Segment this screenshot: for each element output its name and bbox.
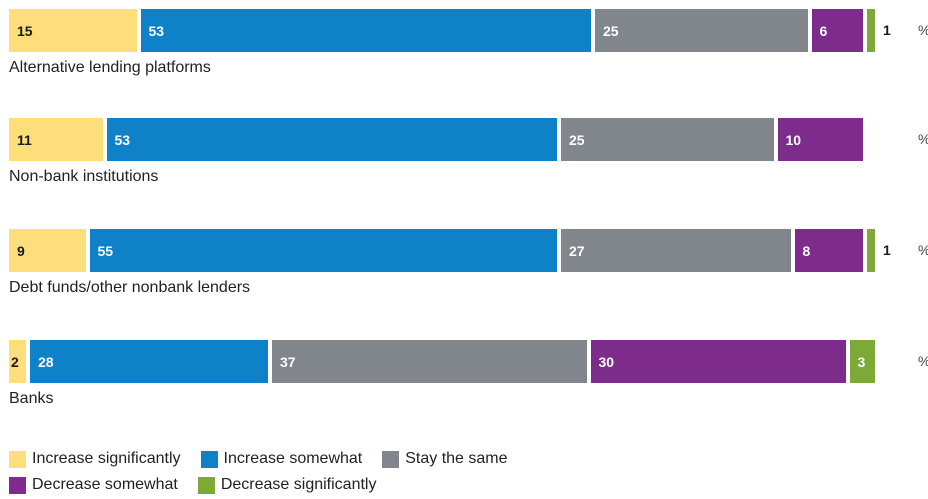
legend-item: Decrease somewhat	[9, 476, 178, 494]
data-label: 1	[883, 22, 891, 38]
legend-swatch-increase-significantly	[9, 450, 26, 468]
legend-swatch-stay-the-same	[382, 450, 400, 468]
data-label: 25	[569, 131, 585, 148]
legend-label: Increase significantly	[32, 450, 181, 467]
data-label: 3	[857, 353, 866, 370]
unit-label: %	[918, 229, 928, 272]
bar-segment: 3	[849, 340, 875, 383]
bar-segment: 27	[561, 229, 791, 272]
data-label: 6	[819, 22, 828, 39]
category-label: Non-bank institutions	[9, 168, 159, 185]
unit-label: %	[918, 340, 928, 383]
data-label: 37	[280, 353, 296, 370]
category-label: Alternative lending platforms	[9, 59, 211, 76]
legend-item: Increase somewhat	[200, 450, 363, 468]
bar-segment: 53	[106, 118, 557, 161]
legend-item: Decrease significantly	[197, 476, 377, 494]
legend-swatch-decrease-significantly	[197, 476, 215, 494]
bar-segment: 25	[595, 9, 808, 52]
bar-segment: 55	[89, 229, 557, 272]
bar-segment: 15	[9, 9, 137, 52]
category-label: Banks	[9, 390, 54, 407]
legend-row: Increase significantly Increase somewhat…	[9, 446, 919, 472]
data-label: 2	[11, 353, 19, 370]
data-label: 53	[114, 131, 131, 148]
bar-segment: 6	[811, 9, 863, 52]
category-label: Debt funds/other nonbank lenders	[9, 279, 251, 296]
bar-segment: 8	[794, 229, 863, 272]
data-label: 8	[802, 242, 811, 259]
unit-label: %	[918, 9, 928, 52]
data-label: 55	[97, 242, 114, 259]
data-label: 11	[17, 131, 32, 148]
bar-segment: 28	[30, 340, 268, 383]
data-label: 28	[38, 353, 54, 370]
legend-swatch-increase-somewhat	[200, 450, 218, 468]
legend-swatch-decrease-somewhat	[9, 476, 26, 494]
legend-label: Decrease somewhat	[32, 476, 178, 493]
bar-segment: 2	[9, 340, 26, 383]
data-label: 27	[569, 242, 585, 259]
data-label: 10	[785, 131, 802, 148]
legend: Increase significantly Increase somewhat…	[9, 446, 919, 498]
unit-label: %	[918, 118, 928, 161]
bar-segment: 10	[777, 118, 863, 161]
data-label: 30	[598, 353, 615, 370]
data-label: 53	[148, 22, 165, 39]
bar-segment: 11	[9, 118, 103, 161]
bar-segment	[866, 9, 875, 52]
legend-label: Stay the same	[405, 450, 508, 467]
data-label: 15	[17, 22, 33, 39]
bar-segment: 25	[561, 118, 774, 161]
legend-item: Stay the same	[382, 450, 508, 468]
bar-segment: 53	[140, 9, 591, 52]
data-label: 1	[883, 242, 891, 258]
bar-segment	[866, 229, 875, 272]
bar-segment: 37	[272, 340, 587, 383]
legend-row: Decrease somewhat Decrease significantly	[9, 472, 919, 498]
legend-label: Increase somewhat	[223, 450, 363, 467]
bar-segment: 30	[590, 340, 846, 383]
legend-label: Decrease significantly	[220, 476, 377, 493]
legend-item: Increase significantly	[9, 450, 181, 468]
data-label: 9	[17, 242, 25, 259]
bar-segment: 9	[9, 229, 86, 272]
data-label: 25	[603, 22, 619, 39]
